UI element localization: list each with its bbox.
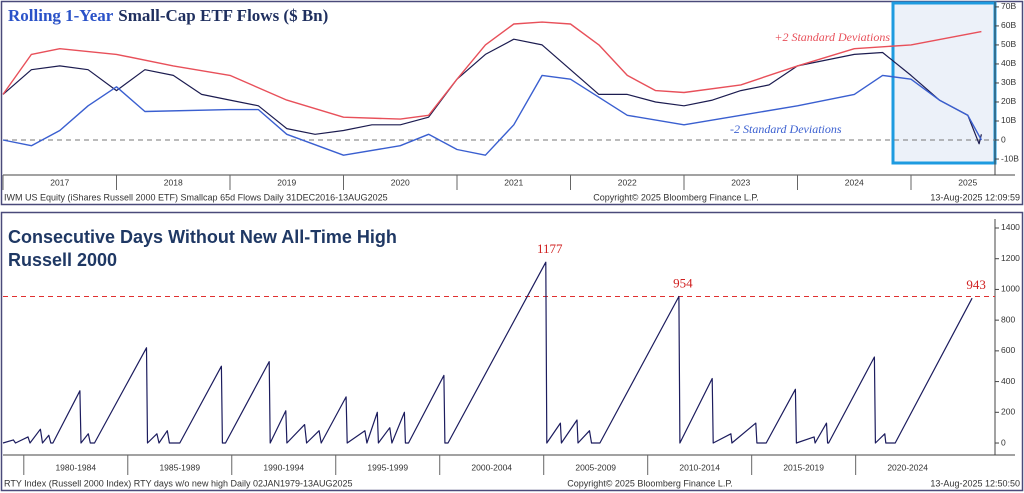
- chart-title: Consecutive Days Without New All-Time Hi…: [8, 227, 397, 247]
- x-tick-label: 1990-1994: [263, 462, 304, 472]
- x-tick-label: 1985-1989: [159, 462, 200, 472]
- x-tick-label: 2020-2024: [887, 462, 928, 472]
- x-tick-label: 2015-2019: [783, 462, 824, 472]
- x-tick-label: 2010-2014: [679, 462, 720, 472]
- x-tick-label: 2021: [504, 177, 523, 187]
- x-tick-label: 2019: [277, 177, 296, 187]
- x-tick-label: 2025: [958, 177, 977, 187]
- x-tick-label: 1980-1984: [55, 462, 96, 472]
- panel: [0, 211, 1024, 492]
- data-label: 1177: [537, 241, 563, 256]
- chart-title-part: Small-Cap ETF Flows ($ Bn): [118, 6, 328, 25]
- x-tick-label: 2017: [50, 177, 69, 187]
- y-tick-label: 40B: [1001, 58, 1016, 68]
- footer-text: Copyright© 2025 Bloomberg Finance L.P.: [567, 478, 733, 488]
- footer-text: IWM US Equity (iShares Russell 2000 ETF)…: [4, 192, 388, 202]
- y-tick-label: 600: [1001, 345, 1015, 355]
- y-tick-label: 1200: [1001, 253, 1020, 263]
- y-tick-label: 400: [1001, 376, 1015, 386]
- x-tick-label: 2022: [618, 177, 637, 187]
- y-tick-label: 1000: [1001, 284, 1020, 294]
- series-line: [2, 261, 973, 444]
- y-tick-label: 0: [1001, 134, 1006, 144]
- series-line: [2, 74, 983, 156]
- footer-text: 13-Aug-2025 12:09:59: [930, 192, 1020, 202]
- y-tick-label: 50B: [1001, 39, 1016, 49]
- y-tick-label: 200: [1001, 407, 1015, 417]
- series-line: [2, 38, 982, 145]
- y-tick-label: 800: [1001, 314, 1015, 324]
- y-tick-label: -10B: [1001, 153, 1019, 163]
- chart-title-part: Rolling 1-Year: [8, 6, 114, 25]
- y-tick-label: 20B: [1001, 96, 1016, 106]
- data-label: 943: [966, 277, 986, 292]
- y-tick-label: 70B: [1001, 1, 1016, 11]
- y-tick-label: 1400: [1001, 222, 1020, 232]
- chart-title: Rolling 1-Year Small-Cap ETF Flows ($ Bn): [8, 6, 328, 25]
- data-label: 954: [673, 275, 693, 290]
- highlight-box: [891, 1, 997, 165]
- y-tick-label: 0: [1001, 437, 1006, 447]
- y-tick-label: 60B: [1001, 20, 1016, 30]
- panel: [0, 0, 1024, 206]
- x-tick-label: 2024: [845, 177, 864, 187]
- x-tick-label: 1995-1999: [367, 462, 408, 472]
- x-tick-label: 2018: [164, 177, 183, 187]
- chart-subtitle: Russell 2000: [8, 250, 117, 270]
- annotation: +2 Standard Deviations: [774, 30, 890, 44]
- footer-text: RTY Index (Russell 2000 Index) RTY days …: [4, 478, 353, 488]
- y-tick-label: 30B: [1001, 77, 1016, 87]
- x-tick-label: 2000-2004: [471, 462, 512, 472]
- annotation: -2 Standard Deviations: [730, 122, 842, 136]
- footer-text: 13-Aug-2025 12:50:50: [930, 478, 1020, 488]
- x-tick-label: 2023: [731, 177, 750, 187]
- x-tick-label: 2005-2009: [575, 462, 616, 472]
- y-tick-label: 10B: [1001, 115, 1016, 125]
- x-tick-label: 2020: [391, 177, 410, 187]
- footer-text: Copyright© 2025 Bloomberg Finance L.P.: [593, 192, 759, 202]
- series-line: [2, 21, 982, 120]
